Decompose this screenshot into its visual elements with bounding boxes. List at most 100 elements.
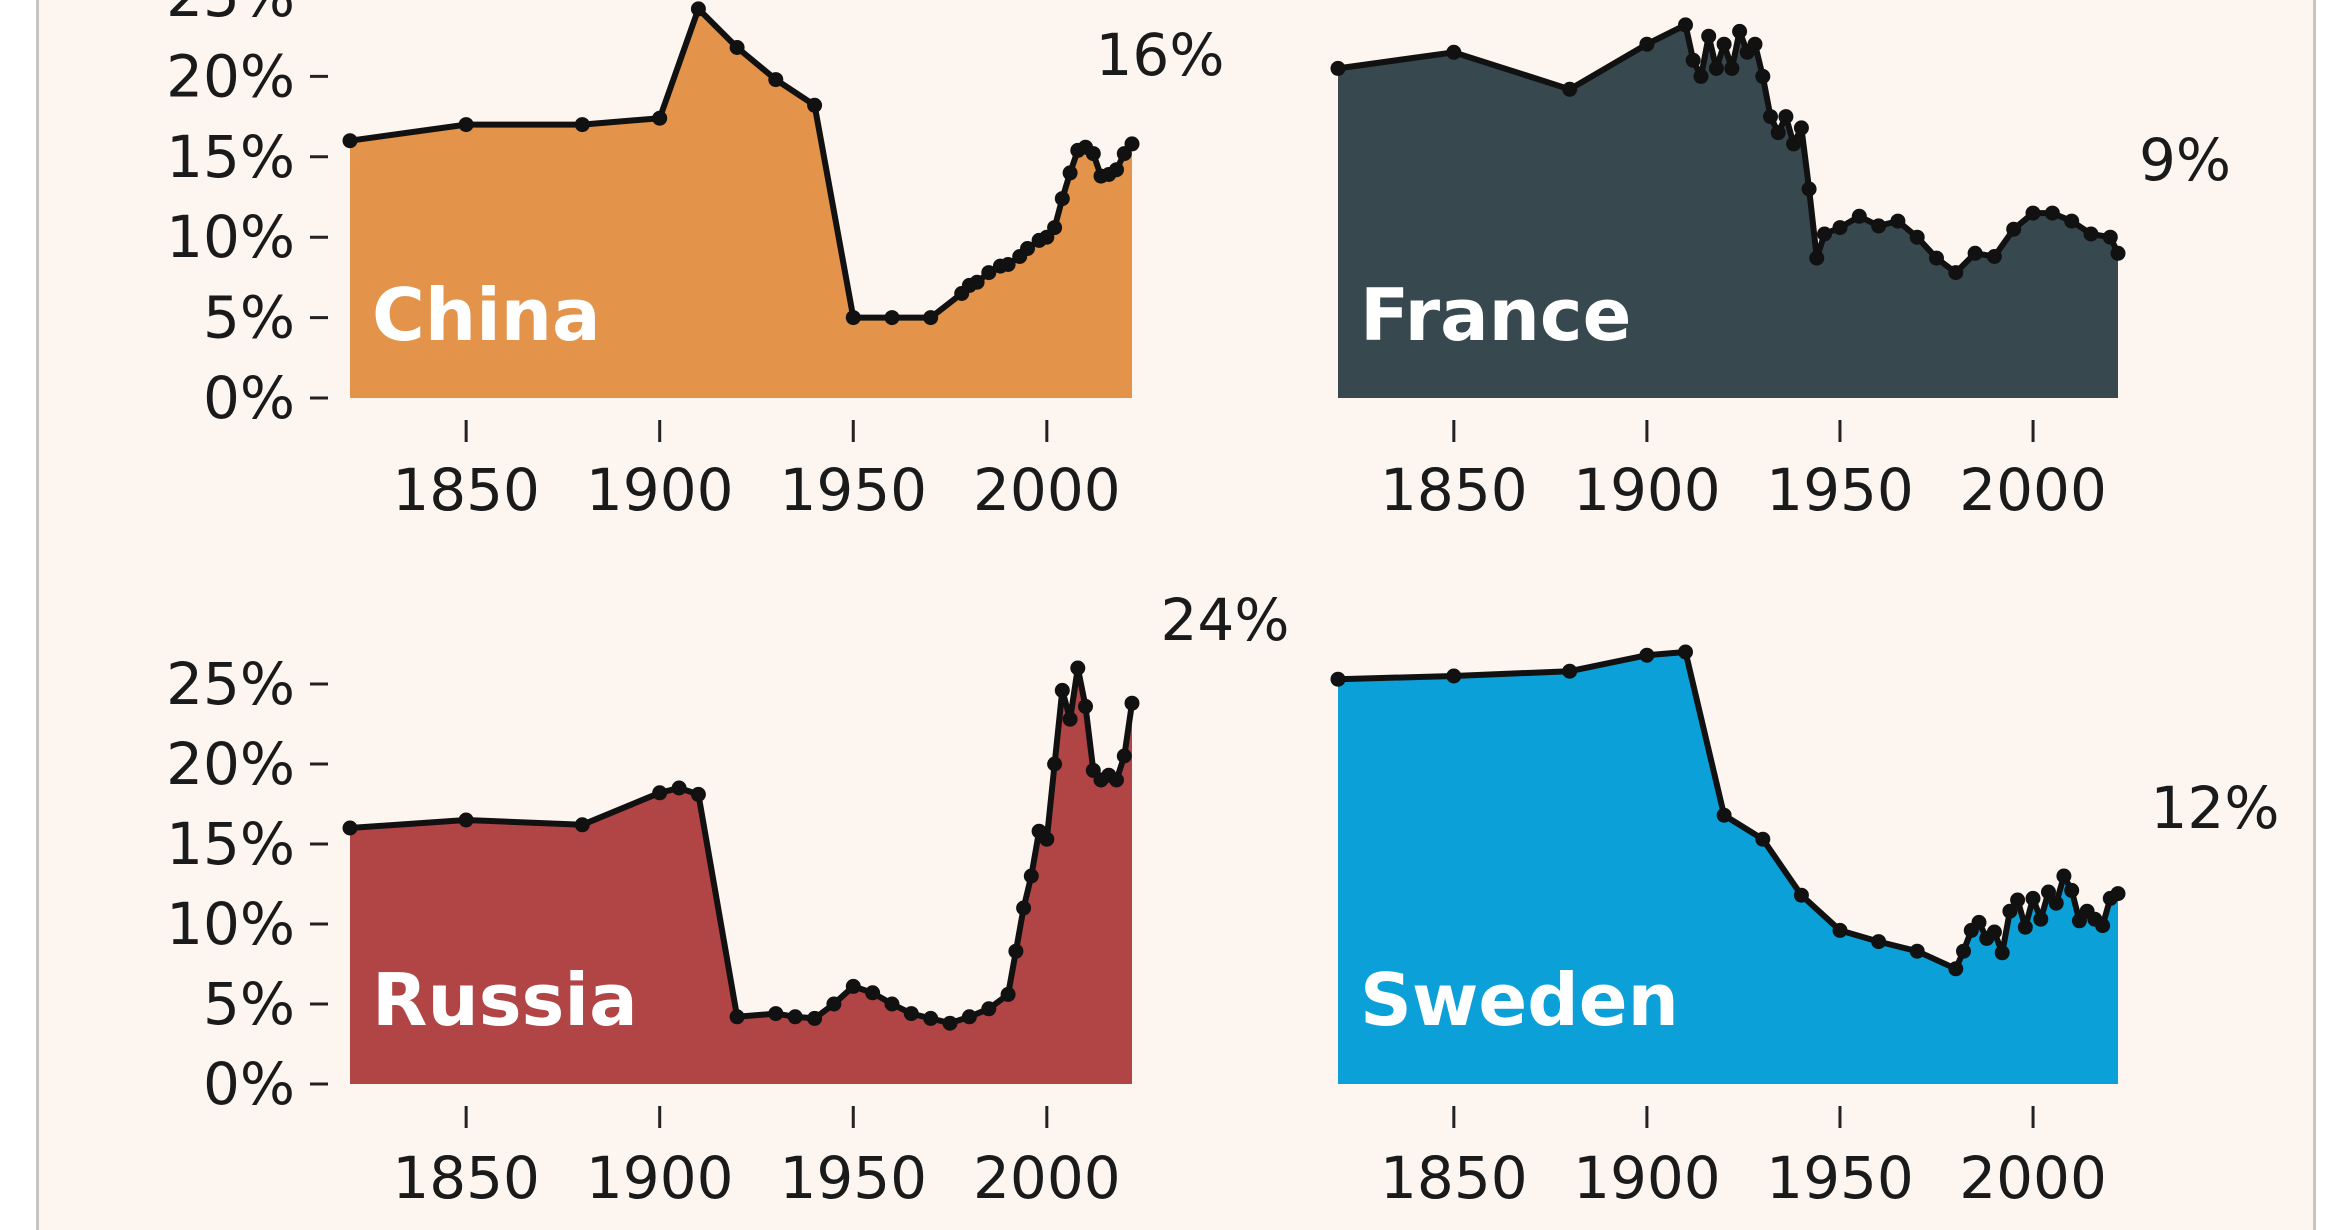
russia-data-point [942, 1015, 958, 1031]
russia-data-point [1016, 900, 1032, 916]
russia-y-tick-label: 15% [166, 810, 295, 878]
china-data-point [1054, 191, 1070, 207]
russia-data-point [845, 978, 861, 994]
sweden-data-point [1639, 647, 1655, 663]
france-data-point [1967, 245, 1983, 261]
russia-data-point [1023, 868, 1039, 884]
sweden-data-point [2002, 903, 2018, 919]
sweden-data-point [2064, 882, 2080, 898]
china-data-point [923, 310, 939, 326]
france-data-point [1724, 60, 1740, 76]
russia-y-tick-label: 0% [203, 1050, 295, 1118]
china-data-point [845, 310, 861, 326]
france-data-point [1685, 52, 1701, 68]
france-data-point [2064, 213, 2080, 229]
sweden-data-point [1793, 887, 1809, 903]
france-data-point [1851, 208, 1867, 224]
sweden-data-point [2095, 918, 2111, 934]
russia-data-point [787, 1009, 803, 1025]
russia-y-tick-label: 25% [166, 650, 295, 718]
china-data-point [574, 117, 590, 133]
russia-data-point [884, 996, 900, 1012]
france-x-tick-label: 2000 [1959, 456, 2107, 524]
france-data-point [1817, 226, 1832, 242]
france-data-point [1732, 23, 1748, 39]
france-data-point [2102, 229, 2118, 245]
russia-series-line [349, 665, 1135, 1027]
sweden-data-point [1971, 914, 1987, 930]
russia-data-point [1039, 831, 1055, 847]
france-data-point [1948, 265, 1964, 281]
china-x-tick-label: 1850 [392, 456, 540, 524]
russia-data-point [923, 1010, 939, 1026]
sweden-country-label: Sweden [1360, 958, 1679, 1042]
russia-x-tick-label: 1850 [392, 1144, 540, 1212]
france-data-point [1770, 125, 1786, 141]
france-x-tick-label: 1850 [1380, 456, 1528, 524]
russia-data-point [1078, 698, 1093, 714]
sweden-data-point [1994, 945, 2010, 961]
sweden-area [1338, 652, 2118, 1084]
france-data-point [1909, 229, 1925, 245]
sweden-x-tick-label: 1850 [1380, 1144, 1528, 1212]
china-data-point [1047, 220, 1063, 236]
sweden-data-point [1948, 961, 1964, 977]
france-data-point [2025, 205, 2041, 221]
russia-area [350, 668, 1132, 1084]
russia-data-point [826, 996, 842, 1012]
sweden-data-point [2048, 895, 2064, 911]
france-data-point [1747, 36, 1763, 52]
china-end-value-label: 16% [1096, 21, 1225, 89]
china-data-point [690, 1, 706, 17]
sweden-data-point [1832, 922, 1848, 938]
china-x-tick-label: 2000 [973, 456, 1121, 524]
china-data-point [1109, 162, 1124, 178]
russia-y-tick-label: 5% [203, 970, 295, 1038]
china-data-point [458, 117, 474, 133]
china-data-point [981, 265, 997, 281]
sweden-data-point [2041, 884, 2056, 900]
sweden-data-point [1956, 943, 1971, 959]
france-data-point [2083, 226, 2099, 242]
russia-data-point [1070, 660, 1086, 676]
sweden-data-point [2110, 886, 2126, 902]
france-data-point [1716, 36, 1732, 52]
france-data-point [1929, 250, 1944, 266]
china-data-point [884, 310, 900, 326]
china-y-tick-label: 10% [166, 203, 295, 271]
france-data-point [1701, 28, 1717, 44]
china-data-point [652, 110, 668, 126]
france-data-point [1809, 250, 1825, 266]
china-y-tick-label: 20% [166, 42, 295, 110]
china-y-tick-label: 5% [203, 284, 295, 352]
sweden-data-point [2025, 890, 2041, 906]
france-area [1338, 24, 2118, 399]
china-data-point [342, 133, 358, 149]
france-data-point [1708, 60, 1724, 76]
russia-data-point [961, 1009, 977, 1025]
france-data-point [1801, 181, 1817, 197]
russia-data-point [1109, 772, 1124, 788]
china-y-tick-label: 15% [166, 123, 295, 191]
france-data-point [1763, 109, 1778, 125]
sweden-x-tick-label: 1900 [1573, 1144, 1721, 1212]
china-data-point [1124, 136, 1140, 152]
china-data-point [729, 40, 745, 55]
sweden-data-point [2010, 892, 2026, 908]
france-data-point [2110, 245, 2126, 261]
russia-data-point [768, 1006, 784, 1022]
sweden-data-point [1678, 644, 1693, 660]
russia-data-point [729, 1009, 745, 1025]
france-data-point [1786, 136, 1802, 152]
france-data-point [1693, 68, 1709, 84]
sweden-data-point [2056, 868, 2072, 884]
france-x-tick-label: 1900 [1573, 456, 1721, 524]
china-area [350, 8, 1132, 399]
russia-data-point [1008, 943, 1024, 959]
china-data-point [969, 274, 985, 290]
russia-x-tick-label: 1950 [779, 1144, 927, 1212]
france-country-label: France [1360, 273, 1631, 357]
sweden-data-point [1755, 831, 1771, 847]
france-data-point [2006, 221, 2022, 237]
